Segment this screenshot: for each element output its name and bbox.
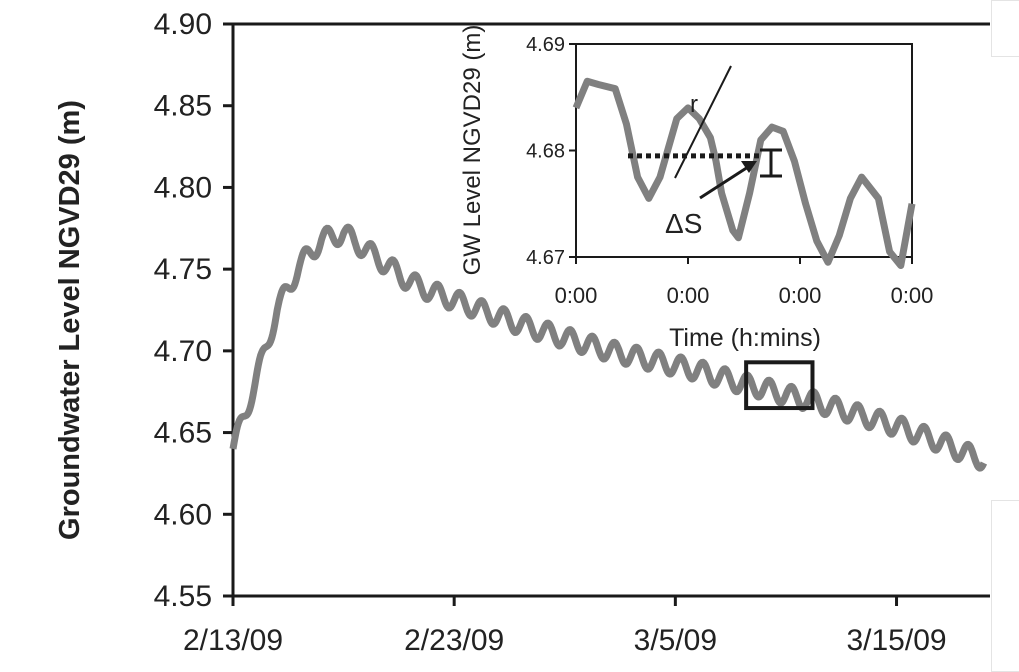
main-x-tick-label: 2/23/09 xyxy=(404,624,504,657)
delta-s-arrow-head xyxy=(741,161,757,173)
main-y-tick-label: 4.60 xyxy=(154,498,212,531)
annotation-r: r xyxy=(690,91,698,118)
inset-y-tick-label: 4.69 xyxy=(526,34,565,56)
main-y-tick-label: 4.55 xyxy=(154,580,212,613)
main-y-tick-label: 4.65 xyxy=(154,417,212,450)
inset-x-tick-label: 0:00 xyxy=(667,283,710,308)
inset-x-tick-label: 0:00 xyxy=(779,283,822,308)
main-y-tick-label: 4.70 xyxy=(154,335,212,368)
main-x-tick-label: 2/13/09 xyxy=(183,624,283,657)
main-y-tick-label: 4.75 xyxy=(154,253,212,286)
main-series-line xyxy=(229,223,988,472)
inset-window-box xyxy=(744,360,815,411)
main-y-tick-label: 4.85 xyxy=(154,90,212,123)
main-y-tick-label: 4.80 xyxy=(154,171,212,204)
inset-series-line xyxy=(572,77,916,269)
edge-panel-top xyxy=(991,0,1019,57)
inset-plot: 4.67 4.68 4.69 0:00 0:00 0:00 0:00 xyxy=(526,34,933,308)
annotation-delta-s: ΔS xyxy=(665,208,702,239)
main-y-tick-label: 4.90 xyxy=(154,8,212,41)
edge-panel-bottom xyxy=(991,500,1019,672)
inset-x-tick-label: 0:00 xyxy=(891,283,934,308)
delta-s-arrow-shaft xyxy=(699,165,749,200)
main-y-axis-label: Groundwater Level NGVD29 (m) xyxy=(54,100,86,540)
main-plot: 4.55 4.60 4.65 4.70 4.75 4.80 4.85 4.90 2/13/09 2… xyxy=(154,8,990,657)
inset-x-axis-label: Time (h:mins) xyxy=(669,324,821,352)
inset-y-tick-label: 4.68 xyxy=(526,141,565,163)
main-x-tick-label: 3/5/09 xyxy=(634,624,717,657)
inset-y-axis-label: GW Level NGVD29 (m) xyxy=(459,25,486,276)
main-x-tick-label: 3/15/09 xyxy=(846,624,946,657)
inset-y-tick-label: 4.67 xyxy=(526,247,565,269)
inset-rate-line xyxy=(674,65,732,179)
inset-x-tick-label: 0:00 xyxy=(555,283,598,308)
